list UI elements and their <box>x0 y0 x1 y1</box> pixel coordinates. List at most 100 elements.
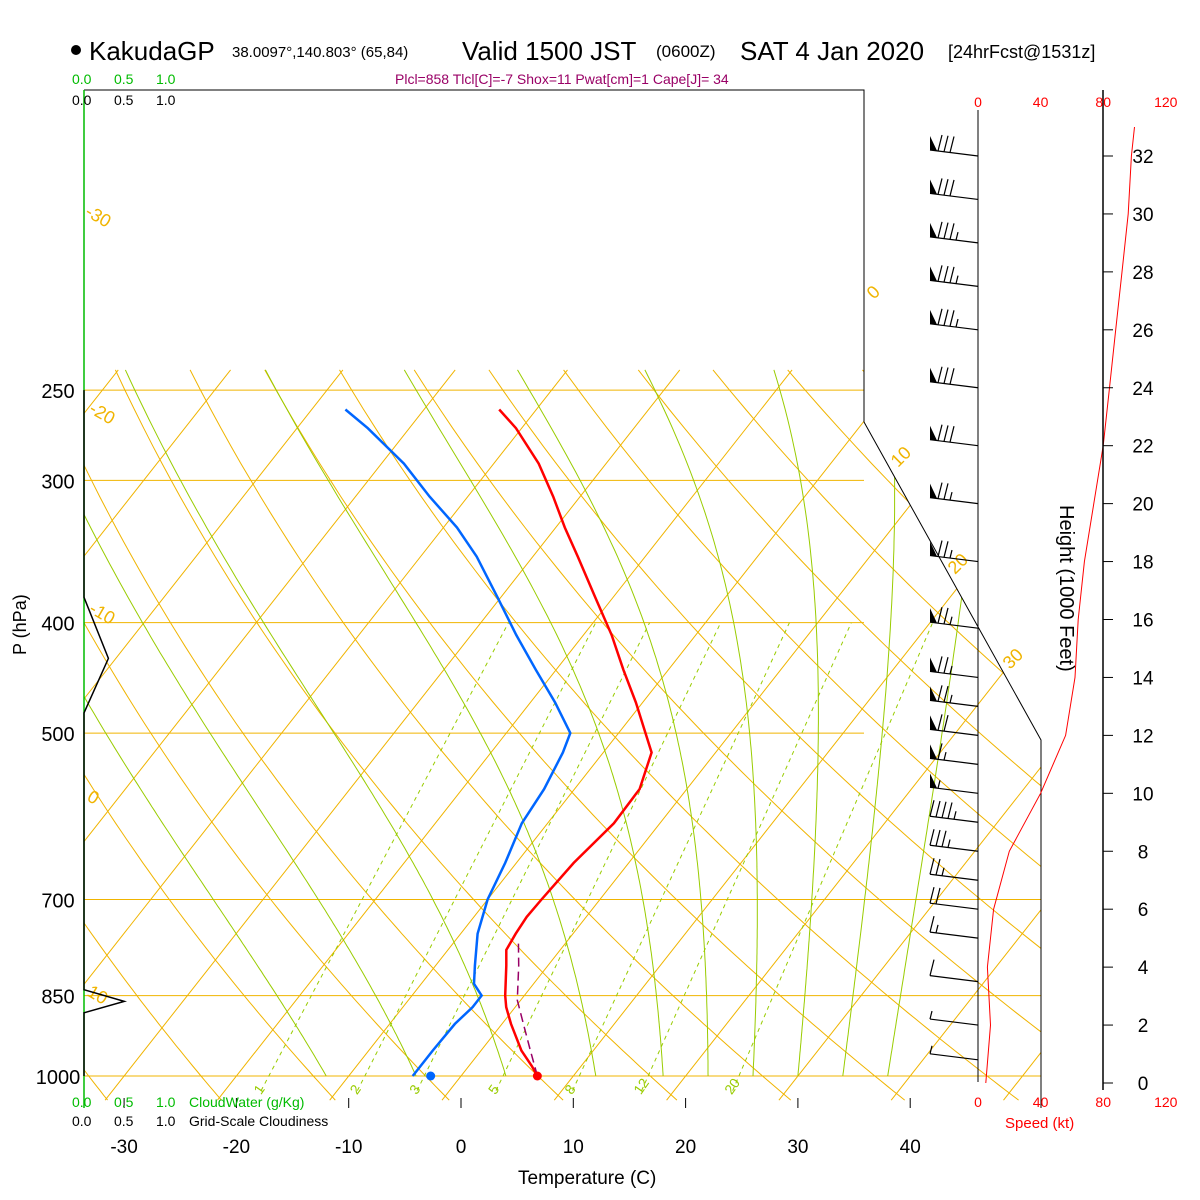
cw-tick-top-1: 0.5 <box>114 71 134 87</box>
height-tick-0: 0 <box>1138 1074 1149 1095</box>
barb-feather <box>929 800 935 817</box>
pressure-tick-850: 850 <box>41 987 74 1009</box>
mixing-ratio-1 <box>260 622 509 1091</box>
height-tick-10: 10 <box>1132 784 1153 805</box>
barb-half-feather <box>955 232 959 241</box>
barb-pennant <box>930 657 937 673</box>
barb-shaft <box>929 1018 979 1026</box>
wind-barb <box>929 366 979 389</box>
pressure-tick-300: 300 <box>41 471 74 493</box>
isotherm-40 <box>890 369 1041 1101</box>
cc-tick-bottom-2: 1.0 <box>156 1113 176 1129</box>
barb-half-feather <box>949 549 953 559</box>
isotherm-0 <box>441 369 1018 1101</box>
barb-feather <box>943 425 949 442</box>
barb-feather <box>949 368 955 385</box>
barb-feather <box>943 309 949 326</box>
barb-feather <box>937 366 943 383</box>
speed-tick-top-80: 80 <box>1095 94 1111 110</box>
barb-pennant <box>930 266 937 282</box>
temperature-tick-20: 20 <box>675 1137 696 1158</box>
barb-feather <box>943 367 949 384</box>
dry-adiabat <box>264 369 906 1101</box>
height-tick-32: 32 <box>1132 147 1153 168</box>
isotherm-10 <box>553 369 1041 1101</box>
barb-pennant <box>930 744 937 760</box>
barb-feather <box>943 265 949 283</box>
barb-feather <box>937 221 943 239</box>
station-marker <box>71 45 81 55</box>
dry-adiabat <box>413 369 1041 1101</box>
pressure-tick-1000: 1000 <box>36 1067 81 1089</box>
mixing-ratio-label-2: 2 <box>346 1081 364 1097</box>
isotherm--30 <box>104 369 681 1101</box>
barb-feather <box>947 802 953 819</box>
barb-pennant <box>930 367 937 383</box>
barb-pennant <box>930 541 937 557</box>
cw-tick-bottom-0: 0.0 <box>72 1094 92 1110</box>
barb-feather <box>941 830 947 847</box>
barb-pennant <box>930 608 937 623</box>
moist-adiabat <box>264 369 597 1077</box>
temperature-line <box>498 408 653 1077</box>
barb-feather <box>941 801 947 818</box>
barb-pennant <box>930 715 937 731</box>
cw-tick-top-0: 0.0 <box>72 71 92 87</box>
forecast-label: [24hrFcst@1531z] <box>948 42 1095 62</box>
temperature-tick-30: 30 <box>787 1137 808 1158</box>
x-axis-title: Temperature (C) <box>518 1168 656 1189</box>
barb-feather <box>937 482 943 499</box>
speed-tick-bottom-80: 80 <box>1095 1094 1111 1110</box>
barb-shaft <box>929 279 979 287</box>
height-tick-20: 20 <box>1132 495 1153 516</box>
barb-feather <box>949 310 955 327</box>
dry-adiabat <box>637 369 1041 1101</box>
wind-barb <box>929 656 979 679</box>
wind-barb <box>929 959 979 983</box>
wind-barb <box>929 607 979 629</box>
barb-half-feather <box>929 1045 933 1054</box>
valid-time: Valid 1500 JST <box>462 36 637 66</box>
dry-adiabat-label-6: 10 <box>887 443 915 471</box>
cw-tick-bottom-2: 1.0 <box>156 1094 176 1110</box>
barb-shaft <box>929 236 979 244</box>
pressure-tick-400: 400 <box>41 614 74 636</box>
barb-half-feather <box>949 694 953 704</box>
barb-half-feather <box>949 665 953 675</box>
isotherm--90 <box>0 370 6 1100</box>
height-tick-28: 28 <box>1132 263 1153 284</box>
barb-feather <box>943 179 949 196</box>
barb-feather <box>929 959 935 976</box>
thermo-grid <box>0 369 1041 1101</box>
height-tick-18: 18 <box>1132 553 1153 574</box>
barb-feather <box>937 685 943 702</box>
cc-tick-bottom-0: 0.0 <box>72 1113 92 1129</box>
mixing-ratio-5 <box>495 622 722 1091</box>
wind-barb <box>929 829 979 852</box>
mixing-ratio-label-5: 5 <box>485 1081 503 1097</box>
dry-adiabat <box>84 369 564 1101</box>
cw-tick-bottom-1: 0.5 <box>114 1094 134 1110</box>
wind-barb <box>929 800 979 823</box>
moist-adiabat <box>887 369 987 1077</box>
isotherm--50 <box>84 369 456 1101</box>
barb-shaft <box>929 931 979 939</box>
dry-adiabat <box>114 369 678 1101</box>
height-tick-26: 26 <box>1132 321 1153 342</box>
dewpoint-line <box>344 408 572 1077</box>
dry-adiabat <box>488 369 1041 1101</box>
barb-pennant <box>930 309 937 325</box>
barb-shaft <box>929 975 979 983</box>
cloudiness-label: Grid-Scale Cloudiness <box>189 1113 328 1129</box>
barb-half-feather <box>955 318 959 328</box>
barb-feather <box>929 829 935 846</box>
dry-adiabat <box>84 369 450 1101</box>
height-tick-2: 2 <box>1138 1016 1149 1037</box>
barb-shaft <box>929 699 979 708</box>
barb-shaft <box>929 323 979 331</box>
speed-axis-title: Speed (kt) <box>1005 1115 1074 1132</box>
mixing-ratio-2 <box>356 622 597 1091</box>
wind-barb <box>929 714 979 736</box>
